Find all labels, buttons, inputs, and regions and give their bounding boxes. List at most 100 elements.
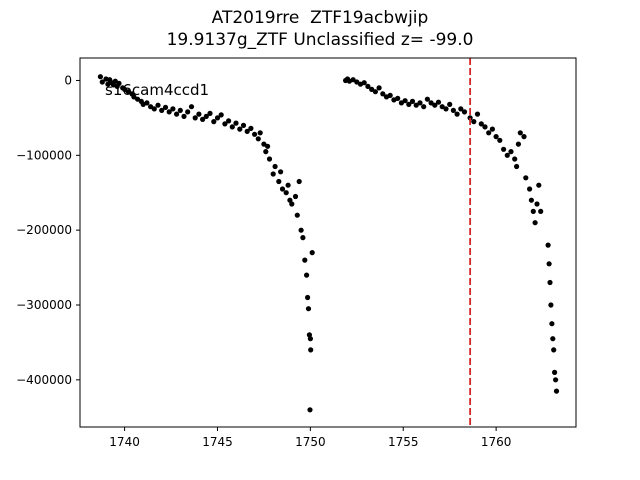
data-point [244, 128, 250, 134]
y-tick-label: −200000 [16, 223, 72, 237]
data-point [302, 257, 308, 263]
data-point [512, 156, 518, 162]
data-point [538, 208, 544, 214]
data-point [478, 121, 484, 127]
data-point [552, 369, 558, 375]
data-point [515, 141, 522, 147]
data-point [553, 377, 559, 383]
chart-title-line-1: AT2019rre ZTF19acbwjip [211, 8, 429, 28]
data-point [514, 163, 520, 170]
data-point [550, 336, 556, 342]
data-point [493, 134, 499, 140]
x-tick-label: 1745 [202, 435, 233, 449]
data-point [294, 212, 300, 218]
data-point [226, 118, 232, 124]
y-tick-label: −300000 [16, 298, 72, 312]
data-point [233, 120, 239, 126]
data-point [99, 79, 105, 85]
data-point [207, 110, 213, 116]
data-point [292, 193, 299, 200]
data-point [534, 201, 540, 207]
data-point [300, 235, 306, 241]
data-point [144, 100, 150, 106]
data-point [257, 130, 263, 136]
axes-frame [79, 57, 577, 428]
data-point [547, 279, 553, 286]
data-point [372, 89, 378, 95]
data-point [454, 111, 460, 117]
data-point [532, 220, 538, 226]
data-point [474, 111, 481, 117]
data-point [296, 178, 302, 185]
data-point [237, 126, 243, 132]
data-point [272, 163, 278, 170]
y-tick-label: −100000 [16, 148, 72, 162]
data-point [279, 186, 286, 192]
data-point [413, 102, 419, 108]
data-point [283, 190, 289, 196]
ccd-annotation: s16cam4ccd1 [105, 81, 209, 99]
data-point [467, 115, 473, 121]
data-point [276, 178, 282, 185]
data-point [527, 186, 533, 192]
data-point [289, 201, 295, 207]
data-point [304, 272, 310, 278]
data-point [443, 106, 449, 112]
data-point [435, 99, 442, 105]
data-point [365, 83, 371, 89]
data-point [402, 98, 408, 104]
data-point [387, 92, 393, 98]
data-point [255, 136, 261, 142]
data-point [482, 124, 488, 130]
data-point [305, 306, 312, 312]
data-point [196, 111, 202, 117]
data-point [517, 130, 523, 136]
data-point [174, 111, 180, 117]
data-point [266, 156, 273, 162]
data-point [417, 100, 423, 106]
data-point [116, 80, 122, 86]
data-point [307, 336, 313, 342]
data-points-group [97, 74, 560, 413]
data-point [549, 321, 555, 327]
data-point [222, 121, 228, 127]
data-point [530, 208, 536, 214]
data-point [409, 98, 416, 104]
data-point [376, 85, 382, 91]
data-point [188, 104, 195, 110]
data-point [192, 115, 198, 121]
data-point [252, 131, 258, 137]
data-point [265, 143, 271, 149]
data-point [528, 197, 535, 203]
data-point [159, 107, 165, 113]
x-axis-ticks: 1740 1745 1750 1755 1760 [109, 427, 511, 449]
data-point [285, 182, 291, 188]
data-point [305, 294, 311, 301]
data-point [151, 106, 157, 112]
data-point [508, 149, 514, 155]
data-point [504, 152, 510, 158]
data-point [248, 125, 254, 131]
data-point [309, 250, 315, 256]
data-point [229, 124, 235, 130]
chart-title-line-2: 19.9137g_ZTF Unclassified z= -99.0 [166, 30, 474, 50]
data-point [170, 106, 176, 112]
x-tick-label: 1750 [295, 435, 326, 449]
data-point [548, 302, 554, 308]
data-point [545, 242, 551, 248]
data-point [380, 91, 386, 97]
data-point [185, 109, 191, 115]
data-point [458, 106, 464, 112]
x-tick-label: 1760 [481, 435, 512, 449]
data-point [361, 80, 367, 86]
y-tick-label: −400000 [16, 373, 72, 387]
data-point [298, 227, 304, 233]
data-point [162, 104, 169, 110]
data-point [424, 96, 430, 102]
data-point [450, 107, 456, 113]
data-point [218, 112, 224, 118]
x-tick-label: 1740 [109, 435, 140, 449]
data-point [308, 347, 314, 353]
